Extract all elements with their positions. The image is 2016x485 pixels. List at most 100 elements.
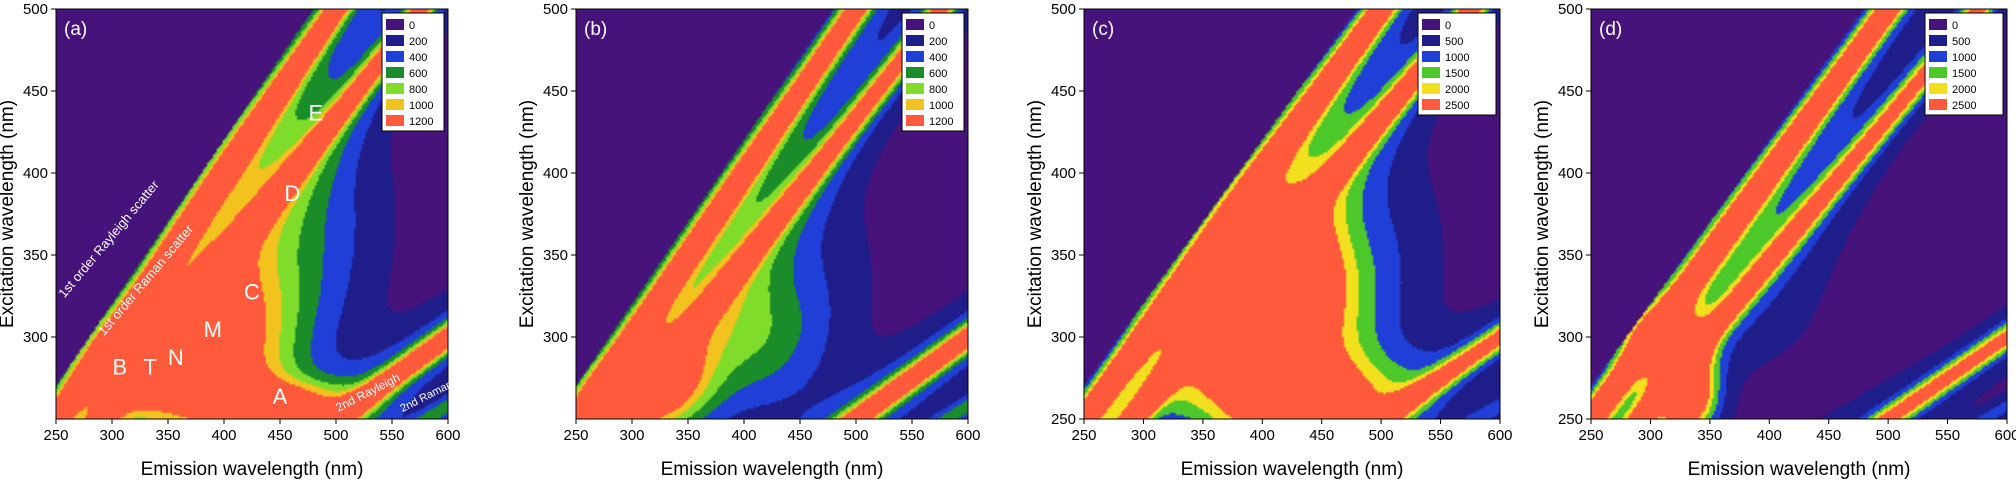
x-axis-title: Emission wavelength (nm) bbox=[1688, 459, 1911, 480]
y-tick-label: 250 bbox=[1051, 411, 1076, 428]
legend-label: 800 bbox=[409, 84, 427, 96]
y-tick-label: 350 bbox=[1558, 247, 1583, 264]
legend-swatch bbox=[1929, 35, 1947, 46]
x-tick-label: 600 bbox=[1487, 427, 1512, 444]
y-tick-label: 300 bbox=[23, 329, 48, 346]
legend-label: 1000 bbox=[1445, 52, 1469, 64]
x-tick-label: 300 bbox=[99, 427, 124, 444]
legend-label: 200 bbox=[409, 36, 427, 48]
y-tick-label: 450 bbox=[543, 83, 568, 100]
x-tick-label: 450 bbox=[1816, 427, 1841, 444]
legend-swatch bbox=[906, 115, 924, 126]
legend-label: 1500 bbox=[1445, 68, 1469, 80]
x-tick-label: 600 bbox=[955, 427, 980, 444]
y-axis-title: Excitation wavelength (nm) bbox=[1532, 100, 1553, 328]
legend-swatch bbox=[386, 35, 404, 46]
x-tick-label: 350 bbox=[1697, 427, 1722, 444]
legend-label: 2500 bbox=[1445, 100, 1469, 112]
y-tick-label: 500 bbox=[1051, 1, 1076, 18]
legend-swatch bbox=[906, 67, 924, 78]
legend-swatch bbox=[386, 51, 404, 62]
annotation: N bbox=[168, 345, 184, 370]
y-tick-label: 300 bbox=[1051, 329, 1076, 346]
legend-label: 200 bbox=[929, 36, 947, 48]
legend-swatch bbox=[1929, 67, 1947, 78]
panel-b: 250 300 350 400 450 500 550 600 300 350 400 450 500 E… bbox=[517, 1, 981, 480]
x-tick-label: 250 bbox=[1071, 427, 1096, 444]
y-tick-label: 400 bbox=[1051, 165, 1076, 182]
x-tick-label: 500 bbox=[1369, 427, 1394, 444]
x-tick-label: 400 bbox=[1757, 427, 1782, 444]
legend-label: 400 bbox=[409, 52, 427, 64]
legend-swatch bbox=[1422, 19, 1440, 30]
x-tick-label: 450 bbox=[787, 427, 812, 444]
legend-swatch bbox=[386, 67, 404, 78]
legend-swatch bbox=[906, 35, 924, 46]
y-tick-label: 350 bbox=[543, 247, 568, 264]
legend-label: 500 bbox=[1445, 36, 1463, 48]
x-tick-label: 550 bbox=[1428, 427, 1453, 444]
panel-label: (d) bbox=[1599, 19, 1622, 40]
plot-frame bbox=[1083, 8, 1501, 420]
panel-c: 250 300 350 400 450 500 550 600 250 300 350 400 450 5… bbox=[1025, 1, 1513, 480]
legend-label: 2000 bbox=[1445, 84, 1469, 96]
x-tick-label: 550 bbox=[379, 427, 404, 444]
y-tick-label: 400 bbox=[543, 165, 568, 182]
legend-label: 0 bbox=[1445, 20, 1451, 32]
x-tick-label: 350 bbox=[675, 427, 700, 444]
legend-swatch bbox=[1422, 35, 1440, 46]
x-tick-label: 300 bbox=[1638, 427, 1663, 444]
x-tick-label: 250 bbox=[43, 427, 68, 444]
legend-label: 1200 bbox=[929, 116, 953, 128]
annotation: E bbox=[308, 101, 323, 126]
x-tick-label: 500 bbox=[843, 427, 868, 444]
legend: 0 200 400 600 800 1000 1200 bbox=[901, 12, 965, 132]
legend-label: 500 bbox=[1952, 36, 1970, 48]
x-tick-label: 400 bbox=[211, 427, 236, 444]
legend-swatch bbox=[906, 51, 924, 62]
legend-label: 2000 bbox=[1952, 84, 1976, 96]
x-tick-label: 400 bbox=[731, 427, 756, 444]
legend-swatch bbox=[906, 19, 924, 30]
panel-label: (c) bbox=[1092, 19, 1114, 40]
x-axis-title: Emission wavelength (nm) bbox=[141, 459, 364, 480]
y-tick-label: 350 bbox=[23, 247, 48, 264]
y-tick-label: 450 bbox=[23, 83, 48, 100]
y-tick-label: 450 bbox=[1051, 83, 1076, 100]
legend-swatch bbox=[1422, 67, 1440, 78]
legend-swatch bbox=[386, 99, 404, 110]
panel-label: (b) bbox=[584, 19, 607, 40]
x-tick-label: 550 bbox=[1935, 427, 1960, 444]
y-tick-label: 500 bbox=[543, 1, 568, 18]
y-tick-label: 350 bbox=[1051, 247, 1076, 264]
legend-swatch bbox=[1422, 51, 1440, 62]
plot-frame bbox=[1590, 8, 2008, 420]
legend-label: 1200 bbox=[409, 116, 433, 128]
legend: 0 500 1000 1500 2000 2500 bbox=[1417, 12, 1497, 116]
x-tick-label: 450 bbox=[267, 427, 292, 444]
legend-swatch bbox=[906, 83, 924, 94]
legend-swatch bbox=[1422, 99, 1440, 110]
y-tick-label: 300 bbox=[543, 329, 568, 346]
y-tick-label: 450 bbox=[1558, 83, 1583, 100]
annotation: T bbox=[143, 355, 156, 380]
panel-a: 250 300 350 400 450 500 550 600 300 350 400 450 500 E… bbox=[0, 1, 461, 480]
legend-label: 2500 bbox=[1952, 100, 1976, 112]
x-axis-title: Emission wavelength (nm) bbox=[661, 459, 884, 480]
x-tick-label: 300 bbox=[1131, 427, 1156, 444]
x-tick-label: 600 bbox=[435, 427, 460, 444]
x-tick-label: 300 bbox=[619, 427, 644, 444]
legend-label: 1000 bbox=[1952, 52, 1976, 64]
y-tick-label: 500 bbox=[1558, 1, 1583, 18]
panel-d: 250 300 350 400 450 500 550 600 250 300 350 400 450 5… bbox=[1532, 1, 2016, 480]
y-tick-label: 250 bbox=[1558, 411, 1583, 428]
legend-label: 800 bbox=[929, 84, 947, 96]
legend-swatch bbox=[1929, 83, 1947, 94]
y-tick-label: 400 bbox=[1558, 165, 1583, 182]
annotation: M bbox=[204, 317, 222, 342]
legend-label: 600 bbox=[929, 68, 947, 80]
legend: 0 200 400 600 800 1000 1200 bbox=[381, 12, 445, 132]
legend: 0 500 1000 1500 2000 2500 bbox=[1924, 12, 2004, 116]
y-tick-label: 300 bbox=[1558, 329, 1583, 346]
